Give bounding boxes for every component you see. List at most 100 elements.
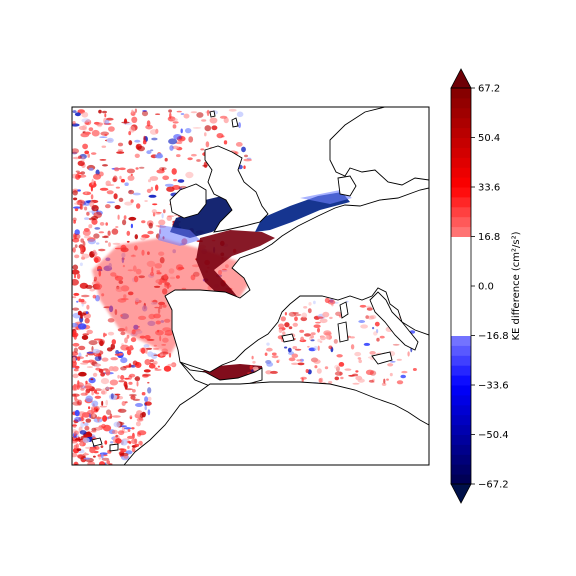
anomaly-blob [127, 175, 135, 181]
anomaly-blob [84, 217, 90, 220]
anomaly-blob [94, 355, 102, 362]
anomaly-blob [155, 184, 159, 191]
anomaly-blob [80, 392, 88, 396]
anomaly-blob [152, 203, 158, 206]
anomaly-blob [80, 314, 83, 319]
anomaly-blob [72, 123, 80, 127]
anomaly-blob [142, 140, 147, 145]
anomaly-blob [88, 377, 96, 384]
anomaly-blob [383, 378, 386, 384]
anomaly-blob [168, 138, 178, 145]
anomaly-blob [108, 126, 115, 132]
anomaly-blob [144, 405, 147, 411]
anomaly-blob [205, 141, 210, 148]
anomaly-blob [95, 416, 102, 420]
anomaly-blob [106, 190, 114, 195]
anomaly-blob [86, 351, 95, 354]
anomaly-blob [346, 300, 349, 303]
anomaly-blob [72, 393, 80, 397]
anomaly-blob [84, 191, 88, 195]
anomaly-blob [313, 359, 321, 364]
anomaly-blob [139, 412, 144, 419]
anomaly-blob [136, 381, 139, 387]
anomaly-blob [73, 383, 77, 391]
anomaly-blob [169, 112, 172, 119]
anomaly-blob [310, 335, 314, 339]
anomaly-blob [73, 434, 76, 437]
anomaly-blob [123, 454, 129, 459]
anomaly-blob [284, 322, 290, 328]
anomaly-blob [82, 229, 91, 236]
anomaly-blob [120, 344, 130, 351]
anomaly-blob [72, 247, 76, 253]
anomaly-blob [358, 320, 366, 323]
anomaly-blob [104, 240, 108, 243]
colorbar-band [451, 97, 471, 109]
anomaly-blob [201, 119, 207, 122]
anomaly-blob [315, 321, 321, 324]
anomaly-blob [147, 387, 152, 394]
anomaly-blob [134, 108, 137, 113]
anomaly-blob [294, 316, 298, 322]
anomaly-blob [123, 381, 128, 388]
anomaly-blob [149, 129, 158, 135]
anomaly-blob [132, 360, 138, 366]
anomaly-blob [98, 109, 102, 114]
anomaly-blob [228, 108, 237, 112]
anomaly-blob [188, 136, 194, 143]
anomaly-blob [89, 288, 95, 292]
colorbar-band [451, 117, 471, 129]
anomaly-blob [128, 131, 132, 136]
anomaly-blob [89, 447, 96, 454]
anomaly-blob [291, 353, 299, 358]
anomaly-blob [123, 215, 127, 220]
anomaly-blob [126, 334, 130, 339]
anomaly-blob [137, 145, 145, 152]
anomaly-blob [73, 292, 80, 296]
anomaly-blob [110, 441, 114, 444]
anomaly-blob [90, 430, 97, 433]
anomaly-blob [93, 455, 96, 458]
anomaly-blob [192, 127, 202, 129]
anomaly-blob [128, 381, 133, 385]
anomaly-blob [328, 380, 333, 384]
anomaly-blob [128, 363, 132, 368]
anomaly-blob [396, 358, 402, 361]
anomaly-blob [106, 409, 112, 416]
anomaly-blob [173, 178, 178, 182]
anomaly-blob [90, 194, 94, 200]
anomaly-blob [101, 457, 110, 461]
anomaly-blob [386, 378, 389, 381]
anomaly-blob [127, 429, 131, 432]
anomaly-blob [105, 399, 108, 406]
anomaly-blob [243, 158, 252, 162]
anomaly-blob [93, 173, 101, 180]
anomaly-blob [180, 128, 183, 134]
anomaly-blob [112, 415, 121, 418]
anomaly-blob [216, 133, 224, 139]
anomaly-blob [369, 351, 376, 355]
anomaly-blob [223, 117, 229, 124]
anomaly-blob [91, 152, 97, 155]
channel-strong-positive [196, 230, 275, 300]
anomaly-blob [87, 238, 96, 245]
anomaly-blob [354, 351, 362, 357]
anomaly-blob [357, 357, 362, 360]
anomaly-blob [72, 121, 76, 125]
anomaly-blob [238, 122, 242, 129]
anomaly-blob [120, 448, 127, 453]
anomaly-blob [93, 233, 100, 239]
anomaly-blob [117, 430, 125, 436]
anomaly-blob [176, 154, 181, 158]
anomaly-blob [91, 218, 98, 225]
anomaly-blob [91, 391, 94, 396]
anomaly-blob [365, 369, 374, 375]
anomaly-blob [129, 393, 137, 397]
anomaly-blob [82, 241, 86, 247]
anomaly-blob [114, 393, 121, 396]
anomaly-blob [84, 452, 87, 456]
anomaly-blob [124, 377, 130, 380]
anomaly-blob [74, 254, 80, 259]
colorbar-band [451, 107, 471, 119]
